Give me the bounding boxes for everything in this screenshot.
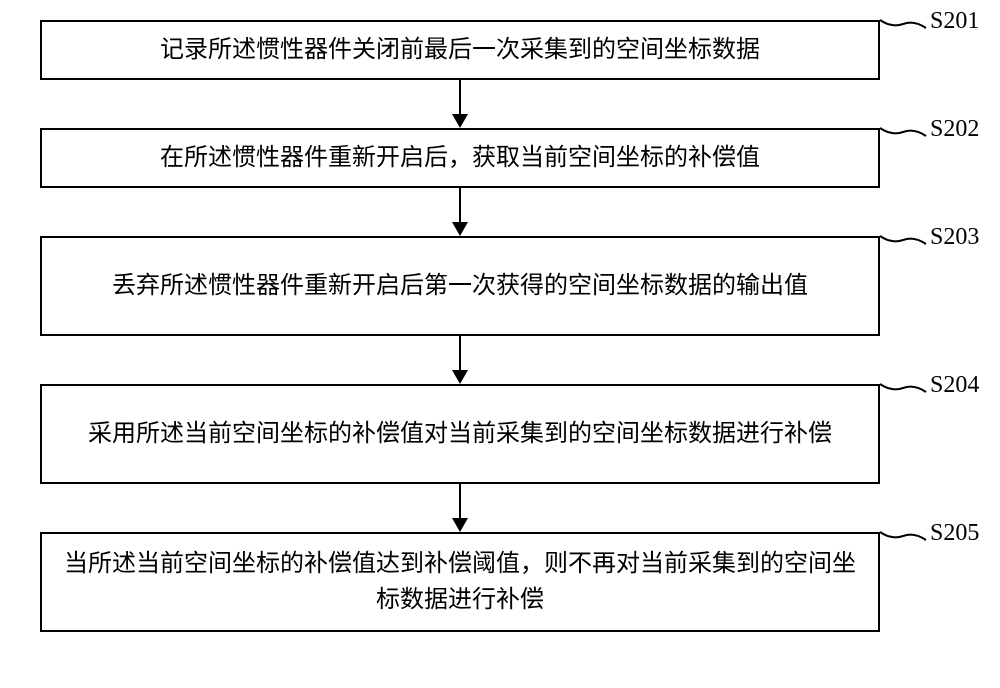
step-text: 采用所述当前空间坐标的补偿值对当前采集到的空间坐标数据进行补偿	[88, 416, 832, 452]
connector-line	[459, 80, 461, 116]
step-text: 记录所述惯性器件关闭前最后一次采集到的空间坐标数据	[160, 32, 760, 68]
step-box-s201: 记录所述惯性器件关闭前最后一次采集到的空间坐标数据	[40, 20, 880, 80]
step-box-s204: 采用所述当前空间坐标的补偿值对当前采集到的空间坐标数据进行补偿	[40, 384, 880, 484]
step-label-s202: S202	[930, 116, 979, 143]
arrow-down-icon	[452, 370, 468, 384]
connector-line	[459, 188, 461, 224]
arrow-down-icon	[452, 222, 468, 236]
label-connector-s204	[880, 380, 934, 404]
step-label-s201: S201	[930, 8, 979, 35]
connector-line	[459, 336, 461, 372]
step-box-s205: 当所述当前空间坐标的补偿值达到补偿阈值，则不再对当前采集到的空间坐标数据进行补偿	[40, 532, 880, 632]
label-connector-s202	[880, 124, 934, 148]
label-connector-s203	[880, 232, 934, 256]
arrow-down-icon	[452, 518, 468, 532]
flowchart-container: 记录所述惯性器件关闭前最后一次采集到的空间坐标数据 S201 在所述惯性器件重新开启…	[0, 0, 1000, 688]
step-label-s203: S203	[930, 224, 979, 251]
step-text: 当所述当前空间坐标的补偿值达到补偿阈值，则不再对当前采集到的空间坐标数据进行补偿	[62, 546, 858, 618]
step-label-s205: S205	[930, 520, 979, 547]
arrow-down-icon	[452, 114, 468, 128]
label-connector-s205	[880, 528, 934, 552]
step-box-s203: 丢弃所述惯性器件重新开启后第一次获得的空间坐标数据的输出值	[40, 236, 880, 336]
step-text: 丢弃所述惯性器件重新开启后第一次获得的空间坐标数据的输出值	[112, 268, 808, 304]
step-box-s202: 在所述惯性器件重新开启后，获取当前空间坐标的补偿值	[40, 128, 880, 188]
connector-line	[459, 484, 461, 520]
label-connector-s201	[880, 16, 934, 40]
step-label-s204: S204	[930, 372, 979, 399]
step-text: 在所述惯性器件重新开启后，获取当前空间坐标的补偿值	[160, 140, 760, 176]
